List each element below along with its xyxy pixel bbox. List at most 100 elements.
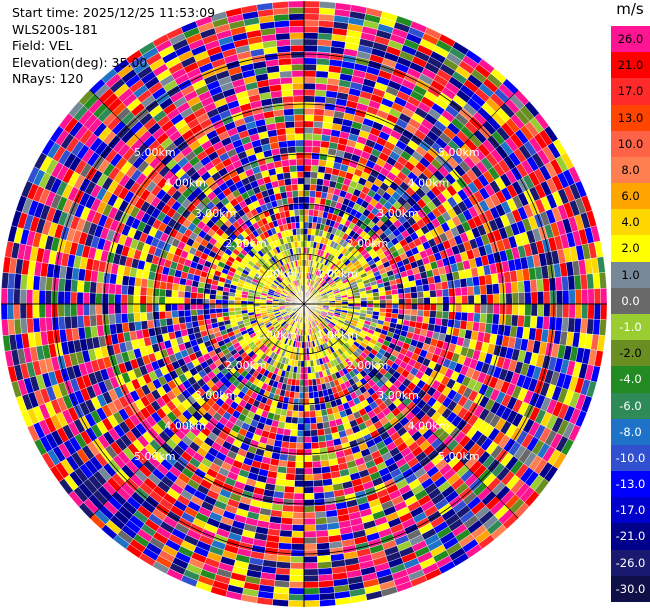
ppi-cell [139,303,147,313]
ppi-cell [303,7,320,15]
ppi-cell [184,291,192,299]
ppi-cell [303,423,311,431]
ppi-cell [561,317,569,332]
ppi-cell [303,228,309,235]
ppi-cell [0,287,8,305]
ppi-cell [317,428,325,436]
ppi-cell [279,146,289,155]
ppi-cell [316,422,324,430]
ppi-cell [297,417,305,425]
ppi-cell [146,295,153,305]
ppi-cell [312,473,323,481]
ppi-cell [303,70,317,78]
ppi-cell [177,310,185,318]
ppi-cell [289,38,305,46]
ppi-cell [288,441,297,450]
ppi-cell [313,121,324,129]
ppi-cell [562,303,570,319]
ppi-cell [518,303,526,316]
ppi-cell [146,279,155,289]
ppi-cell [165,282,174,291]
ppi-cell [310,435,319,443]
ppi-cell [429,310,437,319]
ppi-cell [303,133,314,141]
ppi-cell [303,32,319,40]
ppi-cell [434,317,443,326]
ppi-cell [290,57,305,65]
ppi-cell [460,312,469,322]
ppi-cell [308,209,315,217]
ppi-cell [303,455,313,462]
ppi-cell [290,51,305,59]
ppi-cell [461,303,469,313]
ppi-cell [83,280,91,293]
ppi-cell [309,184,317,192]
ppi-cell [296,234,301,242]
ppi-cell [295,448,305,456]
ppi-cell [308,391,315,399]
ppi-cell [281,511,294,519]
ppi-cell [234,300,242,305]
ppi-cell [57,290,65,305]
ppi-cell [57,316,66,330]
ppi-cell [303,518,316,526]
ppi-cell [303,114,315,122]
ppi-cell [303,429,312,437]
ppi-cell [459,320,468,330]
ppi-cell [139,312,148,322]
ppi-cell [127,312,135,323]
ppi-cell [291,410,299,418]
ppi-cell [45,303,52,318]
ppi-cell [209,303,216,310]
ppi-cell [57,278,66,292]
ppi-cell [276,561,291,569]
ppi-cell [303,139,313,147]
ppi-cell [196,292,204,299]
ppi-cell [278,459,288,468]
ppi-cell [300,366,305,374]
ppi-cell [64,278,72,292]
ppi-cell [164,303,172,312]
ppi-cell [309,416,317,424]
ppi-cell [294,127,305,134]
ppi-cell [293,101,305,109]
ppi-cell [133,312,141,322]
ppi-cell [288,13,305,21]
ppi-cell [312,127,323,135]
ppi-cell [309,410,317,418]
ppi-cell [314,403,322,411]
ppi-cell [294,480,305,488]
ppi-cell [303,385,309,393]
ppi-cell [295,228,301,236]
ppi-cell [303,209,310,216]
ppi-cell [292,196,299,204]
ppi-cell [467,312,475,322]
ppi-cell [313,114,324,123]
ppi-cell [315,70,329,79]
ppi-cell [139,286,148,296]
ppi-cell [152,303,160,313]
ppi-cell [7,288,15,305]
ppi-cell [196,303,204,310]
ppi-cell [310,165,319,173]
ppi-cell [303,13,320,21]
ppi-cell [83,315,91,328]
ppi-cell [303,120,314,128]
ppi-cell [183,297,191,305]
ppi-cell [184,309,192,317]
ppi-cell [284,121,295,129]
ppi-cell [303,461,313,469]
ppi-cell [280,517,293,525]
ppi-cell [303,164,312,172]
ppi-cell [159,318,167,327]
ppi-cell [530,303,538,317]
ppi-cell [312,384,319,393]
ppi-cell [294,215,300,223]
ppi-cell [288,19,305,27]
ppi-cell [171,310,179,319]
ppi-cell [455,303,462,313]
ppi-cell [290,423,298,431]
ppi-cell [303,581,320,589]
ppi-cell [422,316,430,324]
ppi-cell [209,313,217,320]
